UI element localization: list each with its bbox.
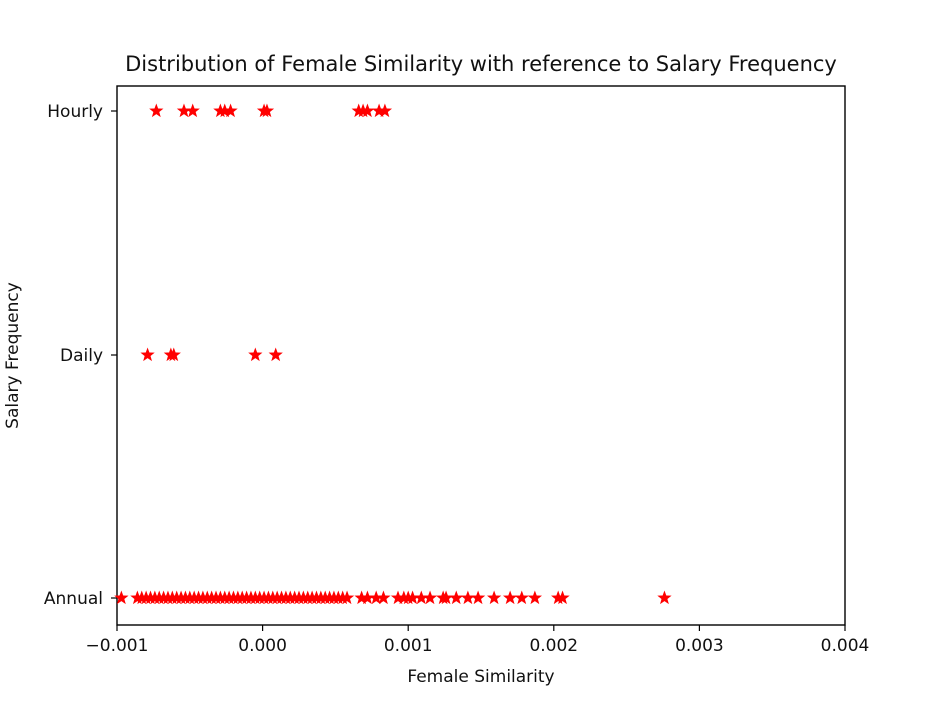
data-point-annual xyxy=(527,590,542,605)
data-point-hourly xyxy=(371,103,387,118)
y-tick-label: Daily xyxy=(60,346,103,366)
chart-title: Distribution of Female Similarity with r… xyxy=(125,52,837,76)
x-axis-title: Female Similarity xyxy=(407,667,554,687)
data-point-daily xyxy=(166,347,181,362)
points-layer xyxy=(114,103,672,605)
y-axis-title: Salary Frequency xyxy=(3,282,23,429)
data-point-annual xyxy=(369,590,384,605)
data-point-annual xyxy=(555,590,570,605)
data-point-annual xyxy=(354,590,369,605)
data-point-annual xyxy=(502,590,518,605)
y-tick-label: Annual xyxy=(44,589,103,609)
data-point-annual xyxy=(390,590,406,605)
data-point-annual xyxy=(470,590,486,605)
data-point-annual xyxy=(449,590,464,605)
data-point-annual xyxy=(460,590,476,605)
data-point-annual xyxy=(438,590,454,605)
data-point-hourly xyxy=(259,103,275,118)
data-point-daily xyxy=(248,347,263,362)
data-point-annual xyxy=(514,590,529,605)
data-point-annual xyxy=(339,590,355,605)
data-point-hourly xyxy=(223,103,238,118)
y-tick-label: Hourly xyxy=(47,102,103,122)
data-point-annual xyxy=(422,590,438,605)
data-point-annual xyxy=(657,590,672,605)
x-tick-label: 0.002 xyxy=(529,636,578,656)
data-point-hourly xyxy=(149,103,164,118)
data-point-daily xyxy=(140,347,155,362)
ticks-layer: −0.001 0.000 0.001 0.002 0.003 0.004 Annual Dai… xyxy=(44,102,869,656)
x-tick-label: −0.001 xyxy=(86,636,149,656)
data-point-hourly xyxy=(217,103,232,118)
data-point-annual xyxy=(486,590,502,605)
x-tick-label: 0.003 xyxy=(675,636,724,656)
data-point-annual xyxy=(360,590,375,605)
data-point-hourly xyxy=(377,103,393,118)
data-point-hourly xyxy=(185,103,200,118)
data-point-hourly xyxy=(176,103,192,118)
data-point-annual xyxy=(114,590,129,605)
x-tick-label: 0.004 xyxy=(821,636,870,656)
data-point-annual xyxy=(376,590,391,605)
data-point-annual xyxy=(405,590,420,605)
x-tick-label: 0.001 xyxy=(384,636,433,656)
data-point-daily xyxy=(268,347,283,362)
x-tick-label: 0.000 xyxy=(238,636,287,656)
plot-area xyxy=(116,85,846,626)
data-point-annual xyxy=(414,590,429,605)
data-point-hourly xyxy=(360,103,375,118)
